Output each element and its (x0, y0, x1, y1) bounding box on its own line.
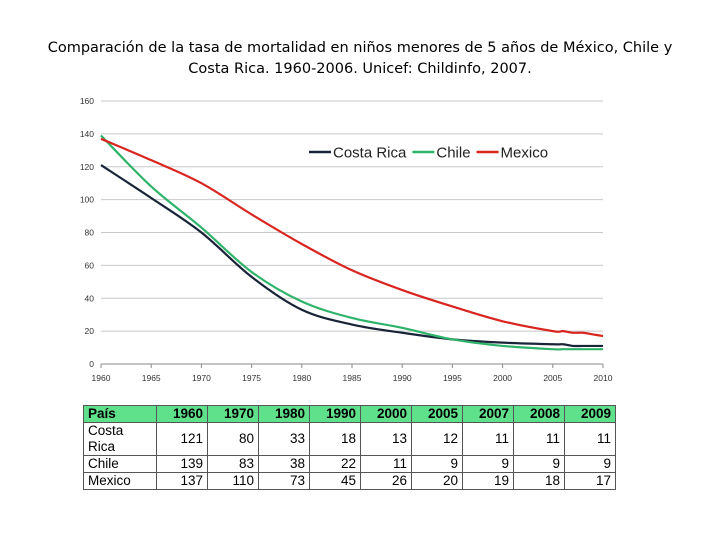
legend-label: Chile (436, 145, 470, 162)
value-cell: 11 (513, 422, 565, 456)
value-cell: 9 (513, 455, 565, 473)
value-cell: 73 (258, 472, 310, 490)
value-cell: 11 (360, 455, 412, 473)
x-tick-label: 1965 (142, 373, 161, 383)
value-cell: 22 (309, 455, 361, 473)
x-tick-label: 1995 (443, 373, 462, 383)
value-cell: 20 (411, 472, 463, 490)
value-cell: 137 (156, 472, 208, 490)
y-tick-label: 160 (80, 96, 94, 106)
header-cell-year: 1990 (309, 405, 361, 423)
value-cell: 110 (207, 472, 259, 490)
x-tick-label: 2005 (543, 373, 562, 383)
value-cell: 11 (462, 422, 514, 456)
x-tick-label: 2000 (493, 373, 512, 383)
header-cell-year: 2007 (462, 405, 514, 423)
legend-label: Costa Rica (333, 145, 407, 162)
table-header-row: País 1960 1970 1980 1990 2000 2005 2007 … (83, 405, 616, 423)
value-cell: 9 (462, 455, 514, 473)
header-cell-year: 2008 (513, 405, 565, 423)
value-cell: 33 (258, 422, 310, 456)
x-tick-label: 1985 (343, 373, 362, 383)
y-tick-label: 100 (80, 195, 94, 205)
y-tick-label: 40 (85, 293, 95, 303)
country-cell: Chile (83, 455, 157, 473)
value-cell: 9 (411, 455, 463, 473)
header-cell-year: 2005 (411, 405, 463, 423)
country-cell: Mexico (83, 472, 157, 490)
value-cell: 12 (411, 422, 463, 456)
value-cell: 13 (360, 422, 412, 456)
title-line-2: Costa Rica. 1960-2006. Unicef: Childinfo… (188, 61, 532, 77)
value-cell: 139 (156, 455, 208, 473)
value-cell: 38 (258, 455, 310, 473)
value-cell: 18 (513, 472, 565, 490)
value-cell: 83 (207, 455, 259, 473)
header-cell-year: 2000 (360, 405, 412, 423)
x-tick-label: 2010 (594, 373, 613, 383)
x-tick-label: 1980 (292, 373, 311, 383)
mortality-line-chart: 0 20 40 60 80 100 120 140 160 1960 1965 1970 1975 198… (80, 96, 613, 383)
y-tick-label: 80 (85, 228, 95, 238)
y-tick-label: 120 (80, 162, 94, 172)
header-cell-year: 2009 (564, 405, 616, 423)
value-cell: 11 (564, 422, 616, 456)
value-cell: 17 (564, 472, 616, 490)
value-cell: 18 (309, 422, 361, 456)
series-line-mexico (100, 137, 604, 338)
y-tick-label: 0 (89, 359, 94, 369)
x-tick-label: 1970 (192, 373, 211, 383)
header-cell-country: País (83, 405, 157, 423)
header-cell-year: 1970 (207, 405, 259, 423)
mortality-data-table: País 1960 1970 1980 1990 2000 2005 2007 … (83, 405, 616, 490)
y-tick-label: 60 (85, 260, 95, 270)
table-row: Chile 139 83 38 22 11 9 9 9 9 (83, 455, 616, 473)
title-line-1: Comparación de la tasa de mortalidad en … (47, 40, 673, 56)
value-cell: 45 (309, 472, 361, 490)
y-tick-label: 140 (80, 129, 94, 139)
series-line-chile (100, 134, 603, 351)
x-tick-label: 1960 (92, 373, 111, 383)
header-cell-year: 1960 (156, 405, 208, 423)
chart-title: Comparación de la tasa de mortalidad en … (0, 38, 720, 80)
header-cell-year: 1980 (258, 405, 310, 423)
y-tick-label: 20 (85, 326, 95, 336)
country-cell: Costa Rica (83, 422, 157, 456)
value-cell: 19 (462, 472, 514, 490)
table-row: Mexico 137 110 73 45 26 20 19 18 17 (83, 472, 616, 490)
value-cell: 80 (207, 422, 259, 456)
value-cell: 26 (360, 472, 412, 490)
value-cell: 121 (156, 422, 208, 456)
x-tick-label: 1975 (242, 373, 261, 383)
legend-label: Mexico (501, 145, 549, 162)
x-tick-label: 1990 (393, 373, 412, 383)
value-cell: 9 (564, 455, 616, 473)
table-row: Costa Rica 121 80 33 18 13 12 11 11 11 (83, 422, 616, 456)
